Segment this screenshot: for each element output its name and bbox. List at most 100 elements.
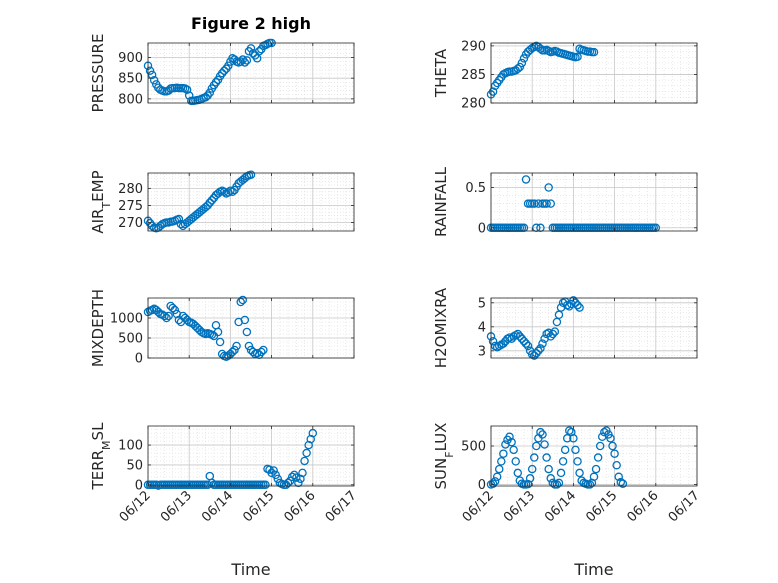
data-point — [488, 479, 498, 488]
axes-box — [490, 172, 698, 232]
data-point — [176, 219, 186, 229]
plot-area — [491, 298, 697, 358]
data-point — [283, 478, 293, 488]
y-tick-label: 500 — [118, 332, 143, 347]
data-point — [168, 303, 177, 313]
data-point — [542, 453, 551, 462]
data-point — [538, 430, 547, 439]
data-point — [236, 57, 245, 66]
y-axis-label: SUNFLUX — [432, 423, 456, 490]
data-point — [571, 445, 580, 455]
data-point — [546, 332, 555, 341]
data-point — [488, 336, 498, 346]
plot-area — [491, 173, 697, 231]
y-axis-label-part: AIR — [89, 209, 107, 234]
data-point — [573, 300, 582, 310]
y-tick-label: 4 — [478, 320, 486, 335]
y-tick-label: 280 — [461, 97, 486, 112]
y-axis-label-part: EMP — [89, 170, 107, 201]
data-point — [228, 347, 237, 357]
axes-box — [490, 297, 698, 359]
data-point — [523, 341, 533, 351]
x-axis-label-right: Time — [573, 560, 613, 579]
data-point — [238, 295, 248, 305]
panel-8: 0 500 06/12 06/13 06/14 06/15 06/16 06/17 SUNFLU… — [432, 423, 703, 526]
y-axis-label-part: PRESSURE — [89, 34, 107, 113]
data-point — [240, 58, 250, 67]
x-tick-label: 06/13 — [158, 488, 195, 525]
y-tick-label: 800 — [118, 92, 143, 107]
data-point — [497, 457, 506, 466]
data-point — [308, 428, 318, 438]
data-point — [614, 472, 623, 482]
data-point — [147, 70, 157, 80]
data-point — [507, 437, 516, 447]
x-tick-label: 06/15 — [240, 488, 277, 525]
data-point — [585, 480, 595, 489]
plot-area — [148, 43, 354, 103]
data-point — [521, 175, 531, 184]
data-point — [215, 337, 225, 347]
data-point — [513, 468, 523, 478]
y-tick-label: 290 — [461, 39, 486, 54]
data-point — [542, 199, 551, 208]
y-axis-label: AIRTEMP — [89, 170, 113, 233]
y-axis-label-part: LUX — [432, 423, 450, 452]
data-point — [544, 183, 553, 192]
figure-title: Figure 2 high — [191, 14, 311, 33]
data-point — [273, 474, 283, 484]
data-point — [593, 453, 603, 462]
data-point — [174, 214, 184, 224]
data-point — [259, 345, 268, 355]
data-point — [546, 474, 555, 483]
data-point — [292, 473, 301, 482]
x-tick-label: 06/13 — [501, 488, 538, 525]
data-point — [207, 196, 217, 205]
data-point — [205, 88, 215, 97]
data-point — [534, 346, 543, 356]
data-point — [595, 441, 605, 451]
plot-area — [491, 426, 697, 486]
data-point — [242, 327, 252, 337]
y-axis-label-part: TERR — [89, 450, 107, 491]
data-point — [530, 199, 539, 208]
data-point — [257, 347, 266, 357]
y-tick-label: 5 — [478, 296, 486, 311]
data-point — [532, 348, 541, 358]
panel-2: 280 285 290 THETA — [432, 39, 698, 112]
data-point — [205, 198, 215, 207]
plot-area — [148, 298, 354, 358]
x-tick-label: 06/14 — [199, 488, 236, 525]
data-point — [300, 456, 309, 466]
y-tick-label: 275 — [118, 199, 143, 214]
data-point — [618, 479, 628, 488]
data-point — [610, 449, 619, 458]
data-point — [544, 464, 553, 474]
data-point — [505, 432, 514, 442]
data-point — [511, 457, 520, 466]
data-point — [606, 434, 615, 443]
y-tick-label: 850 — [118, 72, 143, 87]
y-axis-label-part: M — [100, 440, 113, 450]
data-point — [589, 472, 599, 482]
axes-box — [147, 42, 355, 104]
data-point — [538, 339, 547, 348]
y-tick-label: 100 — [118, 439, 143, 454]
axes-box — [147, 425, 355, 487]
data-point — [554, 478, 564, 488]
y-tick-label: 0.5 — [465, 181, 486, 196]
data-point — [536, 344, 545, 353]
data-point — [261, 480, 270, 490]
data-point — [591, 464, 601, 474]
data-point — [254, 47, 264, 56]
data-point — [575, 468, 584, 478]
data-point — [219, 66, 229, 75]
panel-6: 3 4 5 H2OMIXRA — [432, 287, 698, 368]
panel-7: 0 50 100 06/12 06/13 06/14 06/15 06/16 06/17 TERR… — [89, 422, 360, 525]
y-axis-label-part: F — [443, 451, 456, 457]
data-point — [517, 58, 527, 68]
data-point — [534, 199, 543, 208]
data-point — [513, 64, 523, 73]
y-axis-label-part: THETA — [432, 48, 450, 98]
